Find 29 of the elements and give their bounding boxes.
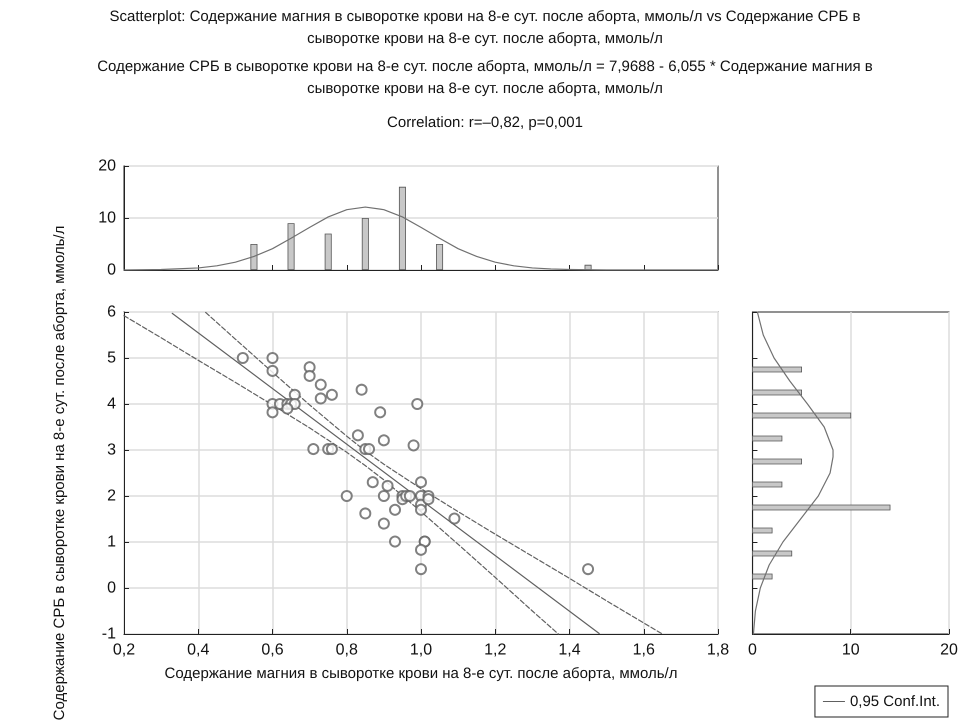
x-tick-label: 0,4 <box>187 642 210 658</box>
y-tick-label: 2 <box>107 488 116 504</box>
y-tick-label: 0 <box>107 262 116 278</box>
y-tick-label: 3 <box>107 442 116 458</box>
y-tick-label: -1 <box>102 626 116 642</box>
x-tick-label: 10 <box>842 642 860 658</box>
x-tick-label: 0 <box>748 642 757 658</box>
legend-label: 0,95 Conf.Int. <box>850 693 940 710</box>
y-tick-label: 5 <box>107 350 116 366</box>
y-tick-label: 1 <box>107 534 116 550</box>
x-tick-label: 1,6 <box>632 642 655 658</box>
y-tick-label: 0 <box>107 580 116 596</box>
x-tick-label: 20 <box>940 642 958 658</box>
y-tick-label: 6 <box>107 304 116 320</box>
x-tick-label: 1,0 <box>410 642 432 658</box>
chart-title: Scatterplot: Содержание магния в сыворотке крови на 8-е сут. после аборта, ммоль/л vs Содержание СРБ в сыворотке крови на 8-е сут. после аборта, ммоль/л <box>108 7 862 49</box>
y-axis-title: Содержание СРБ в сыворотке крови на 8-е сут. после аборта, ммоль/л <box>51 226 68 720</box>
x-tick-label: 1,2 <box>484 642 506 658</box>
x-tick-label: 1,8 <box>706 642 730 658</box>
x-axis-title: Содержание магния в сыворотке крови на 8-е сут. после аборта, ммоль/л <box>164 665 678 682</box>
x-tick-label: 0,2 <box>112 642 136 658</box>
x-tick-label: 0,8 <box>336 642 358 658</box>
text: Correlation: r=–0,82, p=0,001 <box>386 113 584 133</box>
y-tick-label: 20 <box>98 158 116 174</box>
y-tick-label: 4 <box>107 396 116 412</box>
y-tick-label: 10 <box>98 210 116 226</box>
x-tick-label: 1,4 <box>558 642 581 658</box>
x-tick-label: 0,6 <box>261 642 284 658</box>
chart-subtitle: Содержание СРБ в сыворотке крови на 8-е сут. после аборта, ммоль/л = 7,9688 - 6,055 * Содержание магния в сыворотке крови на 8-е сут. после аборта, ммоль/л <box>96 57 874 99</box>
